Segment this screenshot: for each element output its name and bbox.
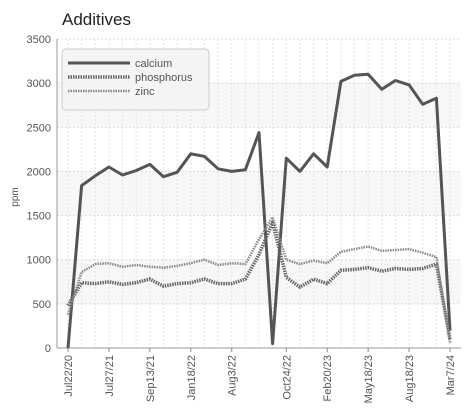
- x-tick-label: Aug3/22: [227, 355, 239, 396]
- x-tick-label: Oct24/22: [281, 355, 293, 400]
- y-tick-label: 2500: [27, 122, 51, 134]
- y-tick-label: 0: [45, 343, 51, 355]
- series-line-phosphorus: [66, 220, 452, 340]
- y-tick-label: 1500: [27, 211, 51, 223]
- y-tick-label: 1000: [27, 255, 51, 267]
- legend-label-zinc: zinc: [135, 86, 155, 98]
- x-tick-label: Feb20/23: [322, 355, 334, 401]
- y-tick-label: 500: [33, 299, 51, 311]
- legend-label-calcium: calcium: [135, 58, 172, 70]
- legend: calcium phosphorus zinc: [61, 48, 210, 111]
- x-tick-label: Jul22/20: [63, 355, 75, 397]
- x-tick-label: Jan18/22: [186, 355, 198, 400]
- grid-layer: [57, 38, 461, 349]
- y-tick-label: 3500: [27, 34, 51, 46]
- y-axis-label: ppm: [10, 187, 21, 206]
- y-tick-label: 2000: [27, 166, 51, 178]
- x-tick-label: Jul27/21: [104, 355, 116, 397]
- series-line-calcium: [66, 72, 452, 349]
- x-tick-label: Aug18/23: [404, 355, 416, 402]
- x-tick-label: May18/23: [363, 355, 375, 403]
- axis-layer: 0 500 1000 1500 2000 2500 3000 3500 Jul22/20 Jul2…: [27, 34, 461, 403]
- x-tick-label: Mar7/24: [445, 355, 457, 395]
- series-layer: [66, 72, 452, 349]
- series-line-zinc: [66, 216, 452, 343]
- legend-label-phosphorus: phosphorus: [135, 72, 193, 84]
- y-tick-label: 3000: [27, 78, 51, 90]
- x-tick-label: Sep13/21: [145, 355, 157, 402]
- chart-title: Additives: [62, 10, 131, 29]
